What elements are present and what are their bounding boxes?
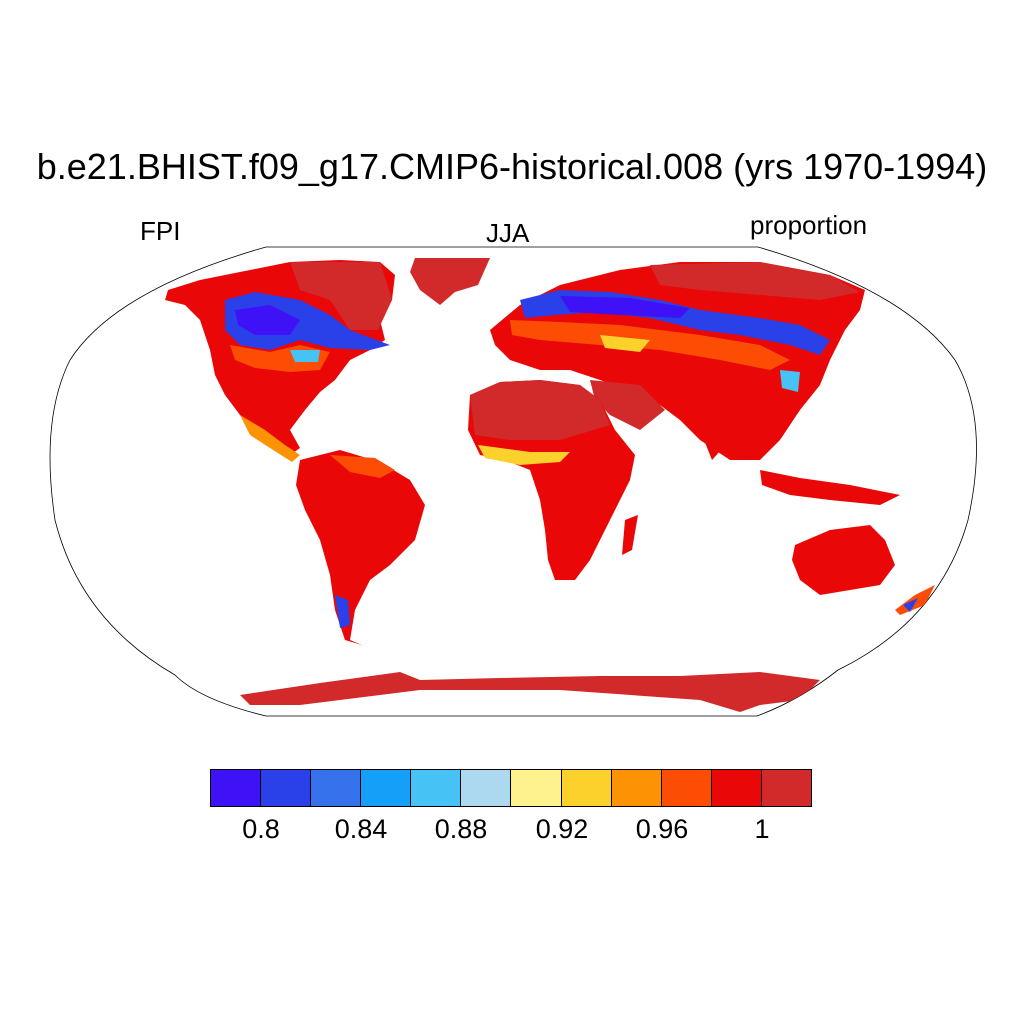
se-asia-light (780, 370, 800, 392)
central-asia-yellow (600, 335, 650, 352)
colorbar-swatch (361, 770, 412, 806)
colorbar-tick-label: 0.8 (242, 814, 280, 844)
sahel (478, 445, 570, 465)
page-title: b.e21.BHIST.f09_g17.CMIP6-historical.008… (36, 146, 988, 187)
patagonia-blue (335, 595, 350, 628)
madagascar (622, 515, 638, 555)
australia (792, 525, 895, 595)
colorbar-swatch (411, 770, 462, 806)
south-america (296, 450, 425, 645)
colorbar-swatch (761, 770, 811, 806)
colorbar-swatch (461, 770, 512, 806)
season-label: JJA (486, 218, 530, 248)
india (675, 395, 740, 460)
colorbar-tick-label: 0.84 (334, 814, 388, 844)
colorbar-tick-label: 0.92 (535, 814, 589, 844)
amazon-north (330, 455, 395, 478)
colorbar-swatch (261, 770, 312, 806)
siberia-north (650, 262, 860, 300)
boreal-blue-na-2 (235, 305, 300, 335)
na-light (290, 350, 320, 362)
colorbar-swatch (561, 770, 612, 806)
colorbar-swatch (661, 770, 712, 806)
eurasia-transition (510, 320, 790, 370)
colorbar (210, 769, 812, 807)
boreal-blue-eurasia-2 (560, 296, 690, 318)
colorbar-tick-label: 0.96 (635, 814, 689, 844)
sahara (470, 380, 610, 440)
canada-shield (290, 262, 392, 330)
colorbar-tick-label: 0.88 (434, 814, 488, 844)
units-label: proportion (750, 210, 868, 240)
colorbar-swatch (611, 770, 662, 806)
greenland (410, 258, 490, 305)
colorbar-swatch (311, 770, 362, 806)
nz-blue (903, 598, 918, 612)
colorbar-swatch (511, 770, 562, 806)
colorbar-tick-label: 1 (754, 814, 770, 844)
indonesia (760, 470, 900, 505)
colorbar-swatch (711, 770, 762, 806)
colorbar-ticks: 0.8 0.84 0.88 0.92 0.96 1 (0, 814, 1024, 854)
antarctica (240, 672, 820, 712)
middle-east (590, 380, 665, 430)
colorbar-swatch (211, 770, 262, 806)
variable-label: FPI (140, 216, 181, 246)
mexico (240, 415, 300, 462)
